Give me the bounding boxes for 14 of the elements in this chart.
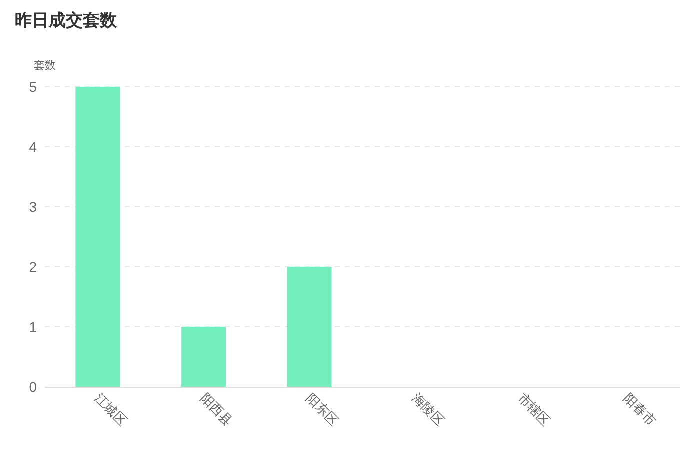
- y-axis-title: 套数: [34, 60, 56, 72]
- y-tick-label: 1: [29, 319, 37, 335]
- y-tick-label: 0: [29, 379, 37, 395]
- x-tick-label: 阳东区: [303, 390, 342, 429]
- x-tick-label: 阳西县: [198, 390, 236, 429]
- y-tick-label: 5: [29, 79, 37, 95]
- title: 昨日成交套数: [15, 11, 117, 30]
- x-tick-label: 海陵区: [409, 390, 448, 429]
- x-tick-label: 江城区: [92, 390, 130, 429]
- y-tick-label: 2: [29, 259, 37, 275]
- x-tick-label: 阳春市: [620, 390, 660, 429]
- y-tick-label: 4: [29, 139, 37, 155]
- y-tick-label: 3: [29, 199, 37, 215]
- x-tick-label: 市辖区: [515, 390, 554, 429]
